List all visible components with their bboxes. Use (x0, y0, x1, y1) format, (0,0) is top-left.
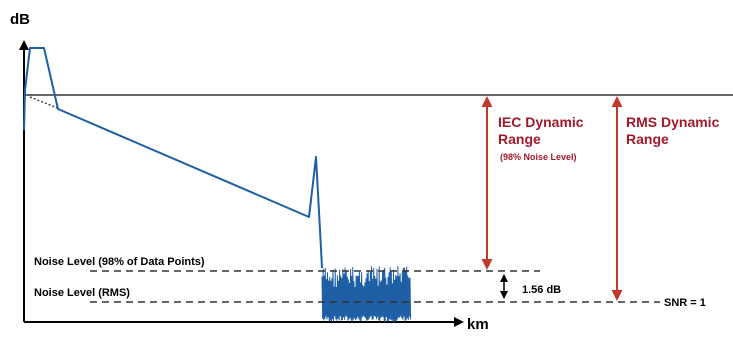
noise-difference-label: 1.56 dB (522, 284, 561, 296)
noise-trace (321, 266, 412, 323)
iec-label-line2: Range (498, 131, 541, 147)
noise-98-label: Noise Level (98% of Data Points) (34, 256, 205, 268)
rms-label-line1: RMS Dynamic (626, 114, 720, 130)
noise-rms-label: Noise Level (RMS) (34, 287, 130, 299)
backscatter-extrapolation (29, 96, 61, 110)
rms-label-line2: Range (626, 131, 669, 147)
noise-region (321, 266, 412, 323)
snr-label: SNR = 1 (664, 297, 706, 309)
iec-label-note: (98% Noise Level) (500, 152, 577, 162)
x-axis-label: km (467, 316, 489, 333)
otdr-trace (23, 47, 323, 269)
iec-label-line1: IEC Dynamic (498, 114, 584, 130)
y-axis-label: dB (10, 11, 30, 28)
